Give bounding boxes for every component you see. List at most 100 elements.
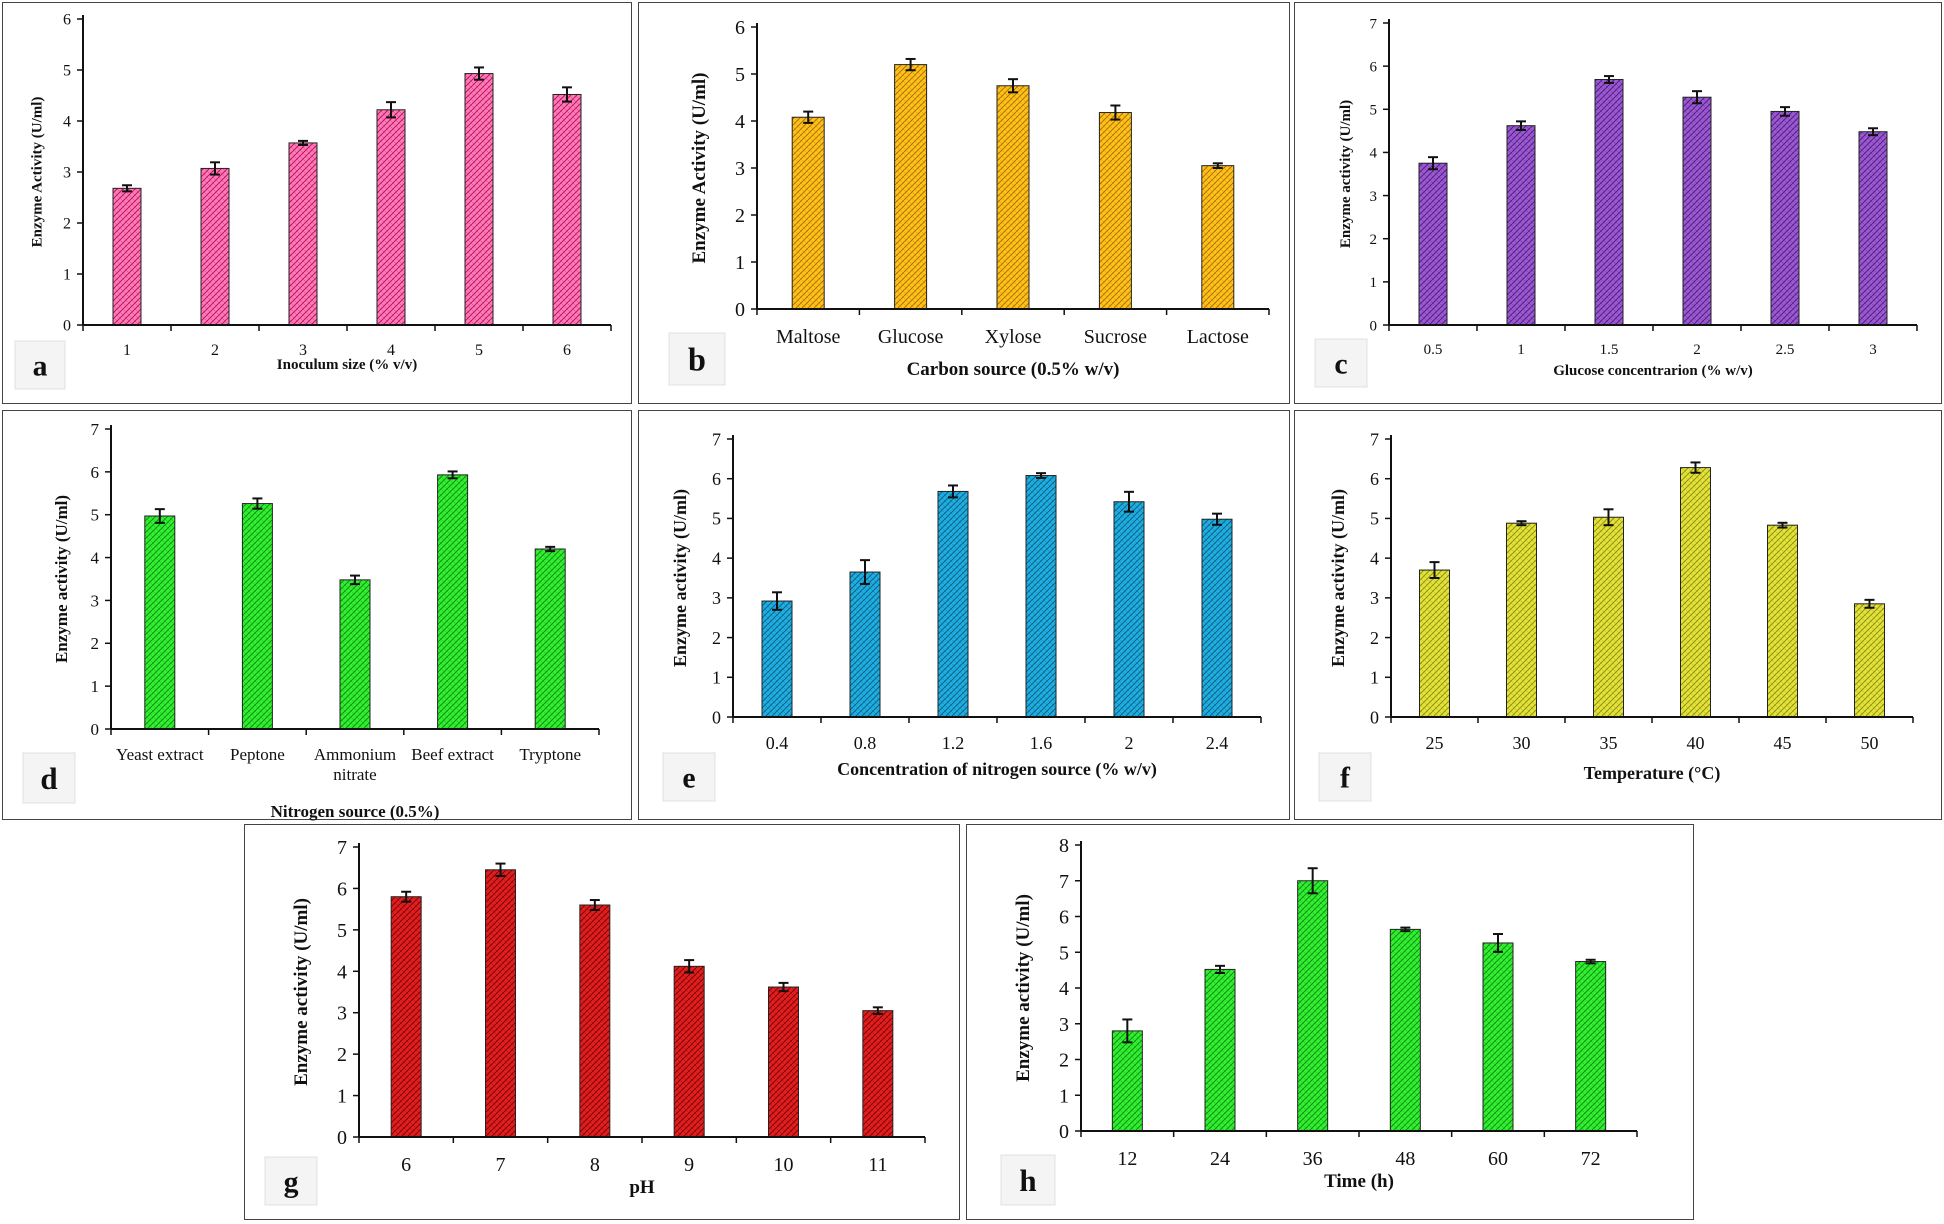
- y-tick-label: 4: [735, 111, 745, 133]
- bar-c-5: [1770, 110, 1800, 326]
- bar-e-6: [1201, 518, 1233, 718]
- bar-e-3: [937, 490, 969, 718]
- x-axis-label: Temperature (°C): [1584, 763, 1721, 784]
- chart-panel-c: 0 1 2 3 4 5 6 7 0.5 1 1.5 2 2.5 3 Glucose concentrario…: [1294, 2, 1942, 404]
- x-tick-label: 2: [1125, 733, 1134, 753]
- chart-panel-e: 0 1 2 3 4 5 6 7 0.4 0.8 1.2 1.6 2 2.4 Concentration of…: [638, 410, 1290, 820]
- bar-h-5: [1482, 942, 1514, 1132]
- panel-letter-box: [662, 752, 716, 802]
- y-tick-label: 4: [63, 114, 71, 131]
- x-tick-label: Xylose: [985, 326, 1042, 348]
- bar-d-4: [437, 474, 469, 730]
- chart-panel-a: 0 1 2 3 4 5 6 1 2 3 4 5 6 Inoculum size (% v/v) Enzyme…: [2, 2, 632, 404]
- y-tick-label: 0: [337, 1127, 347, 1149]
- x-tick-label: 30: [1513, 733, 1531, 753]
- y-tick-label: 4: [337, 961, 347, 983]
- y-tick-label: 6: [1059, 907, 1069, 929]
- x-tick-label: Peptone: [230, 745, 285, 764]
- x-tick-label: 1.2: [942, 733, 965, 753]
- y-tick-label: 1: [91, 677, 100, 696]
- bar-c-1: [1418, 162, 1448, 326]
- y-tick-label: 0: [712, 707, 721, 727]
- y-tick-label: 5: [1370, 509, 1379, 529]
- y-tick-label: 7: [91, 420, 100, 439]
- y-tick-label: 1: [712, 668, 721, 688]
- chart-svg-a: 0 1 2 3 4 5 6 1 2 3 4 5 6 Inoculum size (% v/v) Enzyme…: [14, 12, 612, 390]
- bar-f-2: [1506, 522, 1537, 718]
- bar-c-2: [1506, 125, 1536, 326]
- bar-a-1: [112, 187, 142, 326]
- bar-e-1: [761, 600, 793, 718]
- x-tick-label: 0.8: [854, 733, 877, 753]
- panel-letter-box: [1000, 1154, 1056, 1206]
- x-tick-label: 6: [563, 342, 571, 359]
- bar-a-6: [552, 93, 582, 326]
- y-tick-label: 5: [1370, 103, 1378, 119]
- panel-letter: e: [682, 762, 695, 795]
- y-tick-label: 7: [1370, 16, 1378, 32]
- bar-f-5: [1767, 524, 1798, 718]
- y-tick-label: 2: [712, 628, 721, 648]
- y-tick-label: 4: [1370, 146, 1378, 162]
- x-tick-label: 3: [299, 342, 307, 359]
- y-tick-label: 1: [63, 267, 71, 284]
- y-tick-label: 3: [712, 588, 721, 608]
- chart-svg-c: 0 1 2 3 4 5 6 7 0.5 1 1.5 2 2.5 3 Glucose concentrario…: [1314, 16, 1918, 388]
- panel-letter-box: [264, 1156, 318, 1206]
- bar-b-4: [1098, 112, 1132, 310]
- y-tick-label: 3: [1059, 1014, 1069, 1036]
- x-tick-label: 0.4: [766, 733, 789, 753]
- chart-panel-d: 0 1 2 3 4 5 6 7 Yeast extract Peptone Ammonium nitr…: [2, 410, 632, 821]
- x-tick-label: 1: [1517, 342, 1525, 358]
- bar-e-5: [1113, 501, 1145, 718]
- y-tick-label: 4: [712, 548, 721, 568]
- bar-a-5: [464, 73, 494, 326]
- bar-c-4: [1682, 96, 1712, 326]
- x-axis-label: Time (h): [1324, 1171, 1394, 1192]
- bar-h-3: [1297, 880, 1329, 1132]
- bar-h-4: [1389, 928, 1421, 1132]
- y-tick-label: 6: [91, 463, 100, 482]
- y-tick-label: 6: [735, 17, 745, 39]
- x-tick-label: 24: [1210, 1148, 1230, 1170]
- y-tick-label: 2: [63, 216, 71, 233]
- panel-letter-box: [1318, 752, 1372, 802]
- x-tick-label: 48: [1395, 1148, 1415, 1170]
- chart-panel-h: 0 1 2 3 4 5 6 7 8 12 24 36 48 60 72 Time (h) Enzyme acti…: [966, 824, 1694, 1220]
- y-tick-label: 7: [712, 429, 721, 449]
- x-tick-label: 0.5: [1424, 342, 1443, 358]
- chart-svg-e: 0 1 2 3 4 5 6 7 0.4 0.8 1.2 1.6 2 2.4 Concentration of…: [662, 429, 1262, 802]
- bar-e-2: [849, 571, 881, 718]
- bar-g-5: [768, 986, 799, 1138]
- y-tick-label: 1: [735, 252, 745, 274]
- y-tick-label: 3: [91, 591, 100, 610]
- x-tick-label: 2: [211, 342, 219, 359]
- y-axis-label: Enzyme activity (U/ml): [1013, 894, 1034, 1082]
- x-axis-label: Concentration of nitrogen source (% w/v): [837, 759, 1157, 780]
- x-tick-label: 36: [1303, 1148, 1323, 1170]
- y-tick-label: 2: [91, 634, 100, 653]
- x-tick-label: 1: [123, 342, 131, 359]
- y-tick-label: 2: [735, 205, 745, 227]
- chart-svg-b: 0 1 2 3 4 5 6 Maltose Glucose Xylose Sucrose Lactos…: [668, 17, 1270, 386]
- bar-b-2: [894, 64, 928, 310]
- x-tick-label: Lactose: [1187, 326, 1249, 348]
- x-tick-label: Yeast extract: [116, 745, 204, 764]
- x-tick-label: Tryptone: [519, 745, 581, 764]
- y-tick-label: 5: [712, 509, 721, 529]
- bar-a-4: [376, 109, 406, 326]
- panel-letter: h: [1019, 1163, 1036, 1198]
- y-tick-label: 2: [1370, 628, 1379, 648]
- panel-letter: a: [33, 350, 48, 383]
- y-tick-label: 0: [735, 299, 745, 321]
- y-tick-label: 2: [1059, 1050, 1069, 1072]
- y-axis-label: Enzyme activity (U/ml): [52, 495, 71, 663]
- x-tick-label: 40: [1687, 733, 1705, 753]
- y-tick-label: 2: [1370, 232, 1378, 248]
- y-tick-label: 4: [1059, 978, 1069, 1000]
- y-tick-label: 3: [1370, 189, 1378, 205]
- y-tick-label: 0: [63, 318, 71, 335]
- bar-d-2: [241, 503, 273, 730]
- x-axis-label: pH: [629, 1177, 655, 1198]
